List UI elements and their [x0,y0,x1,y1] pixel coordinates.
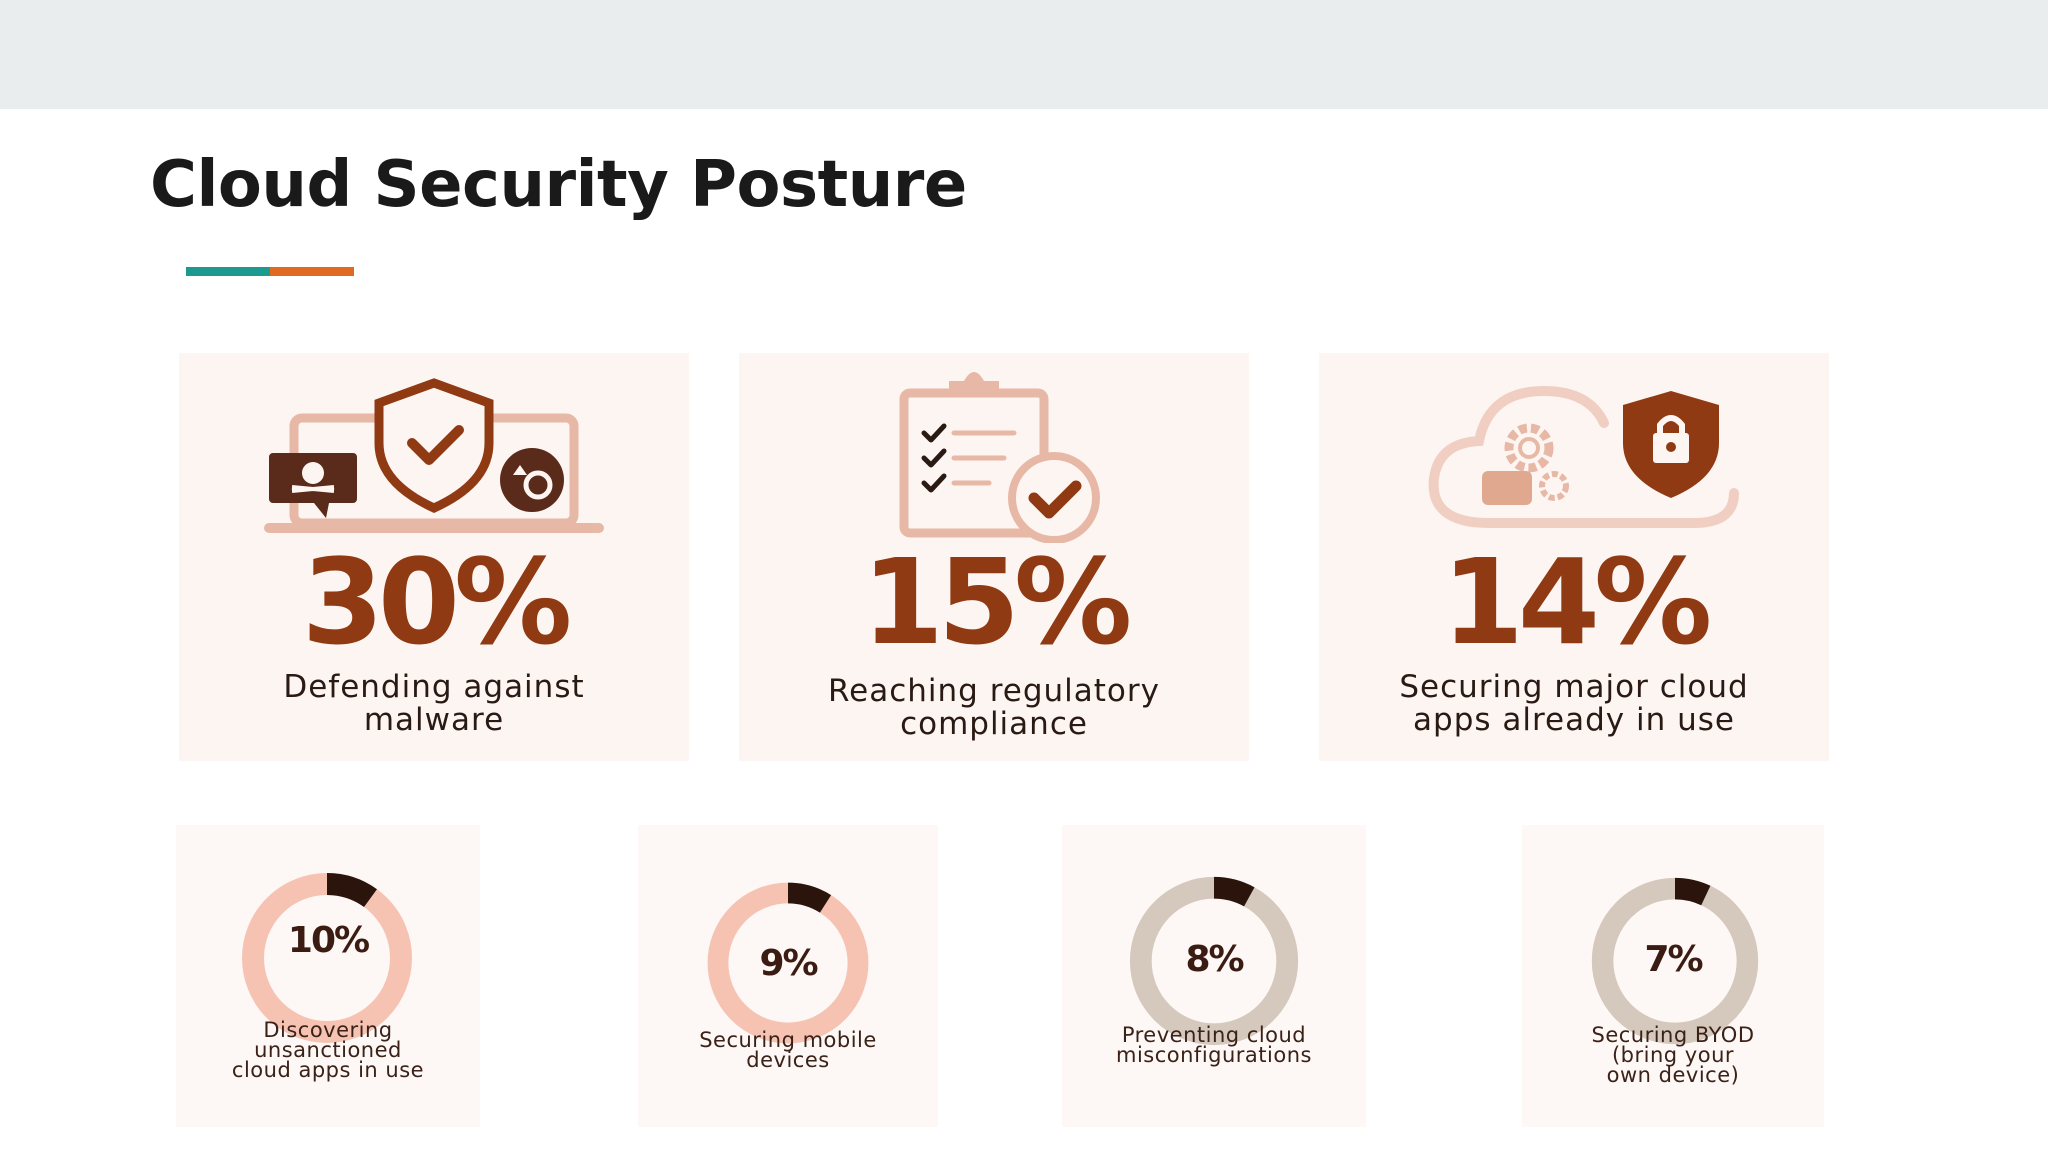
donut-label-line: Securing BYOD [1591,1023,1755,1047]
donut-value: 7% [1644,939,1703,980]
donut-value: 8% [1185,939,1244,980]
donut-label-line: unsanctioned [254,1038,402,1062]
donut-card-misconfigurations: 8% Preventing cloud misconfigurations [1062,825,1366,1127]
donut-chart [707,882,869,1044]
stat-card-compliance: 15% Reaching regulatory compliance [739,353,1249,761]
stat-label-line: malware [363,702,505,738]
donut-arc [1591,877,1759,1045]
donut-chart [1591,877,1759,1045]
slide-title: Cloud Security Posture [150,148,967,222]
donut-chart [1129,876,1299,1046]
stat-label: Securing major cloud apps already in use [1319,671,1829,737]
donut-card-unsanctioned: 10% Discovering unsanctioned cloud apps … [176,825,480,1127]
donut-label-line: Preventing cloud [1121,1023,1307,1047]
donut-label-line: Securing mobile [699,1028,877,1052]
donut-value: 9% [759,943,818,984]
donut-arc [707,882,869,1044]
donut-chart [242,873,412,1043]
title-underline-orange [270,267,354,276]
donut-label-line: devices [746,1048,830,1072]
stat-value: 14% [1441,533,1712,671]
donut-label: Preventing cloud misconfigurations [1062,1023,1366,1067]
stat-label-line: Securing major cloud [1399,669,1749,705]
donut-label-line: cloud apps in use [231,1058,425,1082]
top-banner [0,0,2048,109]
donut-arc [1129,876,1299,1046]
donut-label: Securing BYOD (bring your own device) [1522,1023,1824,1087]
title-underline-teal [186,267,270,276]
stat-value: 15% [861,533,1132,671]
donut-label-line: misconfigurations [1116,1043,1312,1067]
donut-label: Discovering unsanctioned cloud apps in u… [176,1018,480,1082]
donut-card-mobile: 9% Securing mobile devices [638,825,938,1127]
stat-value: 30% [301,533,572,671]
clipboard-checklist-icon [899,372,1100,543]
cloud-lock-shield-icon [1428,385,1739,528]
stat-label-line: Reaching regulatory [828,673,1160,709]
stat-label-line: apps already in use [1413,702,1735,738]
donut-label: Securing mobile devices [638,1028,938,1072]
stat-label: Reaching regulatory compliance [739,675,1249,741]
donut-label-line: own device) [1606,1063,1740,1087]
donut-label-line: Discovering [263,1018,393,1042]
stat-label-line: compliance [900,706,1088,742]
donut-card-byod: 7% Securing BYOD (bring your own device) [1522,825,1824,1127]
stat-card-cloud-apps: 14% Securing major cloud apps already in… [1319,353,1829,761]
stat-label: Defending against malware [179,671,689,737]
stat-label-line: Defending against [283,669,585,705]
donut-arc [242,873,412,1043]
donut-label-line: (bring your [1611,1043,1735,1067]
donut-value: 10% [287,920,370,961]
stat-card-malware: 30% Defending against malware [179,353,689,761]
laptop-shield-malware-icon [264,378,604,533]
